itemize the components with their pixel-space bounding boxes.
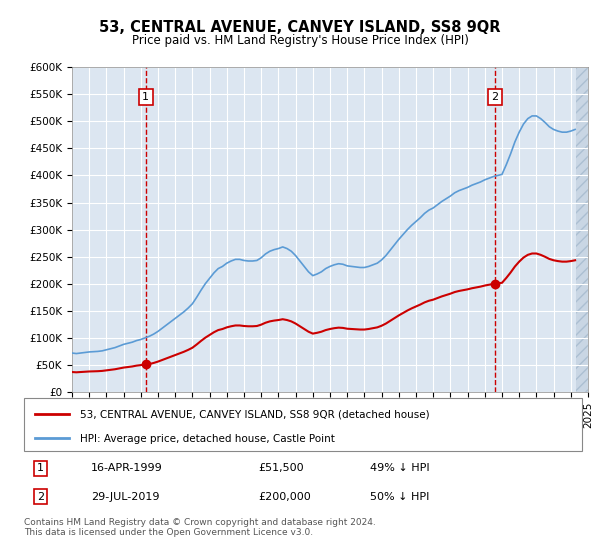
Text: 2: 2 (37, 492, 44, 502)
Text: 50% ↓ HPI: 50% ↓ HPI (370, 492, 430, 502)
Text: 1: 1 (142, 92, 149, 102)
Text: 1: 1 (37, 463, 44, 473)
Text: 16-APR-1999: 16-APR-1999 (91, 463, 163, 473)
Text: 29-JUL-2019: 29-JUL-2019 (91, 492, 160, 502)
Text: Contains HM Land Registry data © Crown copyright and database right 2024.
This d: Contains HM Land Registry data © Crown c… (24, 518, 376, 538)
Text: 53, CENTRAL AVENUE, CANVEY ISLAND, SS8 9QR: 53, CENTRAL AVENUE, CANVEY ISLAND, SS8 9… (99, 20, 501, 35)
Text: £200,000: £200,000 (259, 492, 311, 502)
Text: 53, CENTRAL AVENUE, CANVEY ISLAND, SS8 9QR (detached house): 53, CENTRAL AVENUE, CANVEY ISLAND, SS8 9… (80, 409, 430, 419)
Text: £51,500: £51,500 (259, 463, 304, 473)
Text: 2: 2 (491, 92, 499, 102)
FancyBboxPatch shape (24, 398, 582, 451)
Text: 49% ↓ HPI: 49% ↓ HPI (370, 463, 430, 473)
Text: HPI: Average price, detached house, Castle Point: HPI: Average price, detached house, Cast… (80, 433, 335, 444)
Text: Price paid vs. HM Land Registry's House Price Index (HPI): Price paid vs. HM Land Registry's House … (131, 34, 469, 46)
Bar (576, 67, 600, 392)
